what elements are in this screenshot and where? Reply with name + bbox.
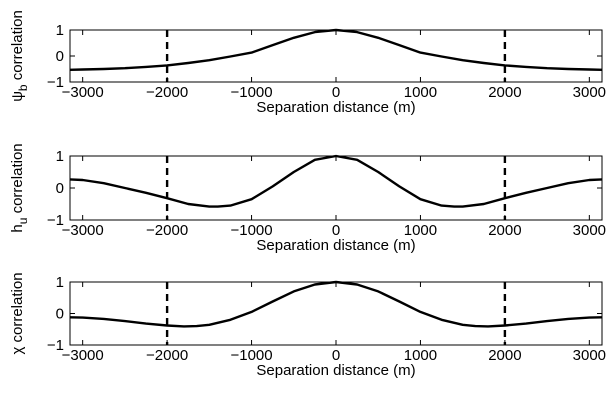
series-line-1 xyxy=(69,154,603,208)
x-tick-label: 3000 xyxy=(573,222,606,239)
panel-1: −3000 −2000 −1000 0 1000 2000 3000 −1 0 1 Separati… xyxy=(9,10,606,116)
y-tick-label: 0 xyxy=(56,306,64,323)
panel-2: −3000 −2000 −1000 0 1000 2000 3000 −1 0 1 Separati… xyxy=(9,143,606,254)
panel-3: −3000 −2000 −1000 0 1000 2000 3000 −1 0 1 Separati… xyxy=(9,272,606,379)
plot-frame xyxy=(69,29,603,83)
x-tick-label: 0 xyxy=(332,347,340,364)
x-tick-label: −3000 xyxy=(62,84,104,101)
x-axis-label: Separation distance (m) xyxy=(256,362,415,379)
x-tick-label: 1000 xyxy=(404,347,437,364)
x-tick-label: 2000 xyxy=(488,347,521,364)
plot-frame xyxy=(69,281,603,346)
x-tick-label: 1000 xyxy=(404,222,437,239)
y-tick-label: 0 xyxy=(56,48,64,65)
x-tick-label: −2000 xyxy=(146,222,188,239)
y-axis-label: hu correlation xyxy=(9,143,30,232)
x-tick-label: 2000 xyxy=(488,84,521,101)
series-line-1 xyxy=(69,280,603,328)
x-axis-label: Separation distance (m) xyxy=(256,237,415,254)
x-tick-label: 3000 xyxy=(573,84,606,101)
x-tick-label: 1000 xyxy=(404,84,437,101)
x-tick-label: 2000 xyxy=(488,222,521,239)
x-tick-label: −3000 xyxy=(62,347,104,364)
y-tick-label: 1 xyxy=(56,148,64,165)
y-tick-label: 1 xyxy=(56,274,64,291)
x-tick-label: −3000 xyxy=(62,222,104,239)
plot-frame xyxy=(69,155,603,221)
series-line-1 xyxy=(69,28,603,71)
y-axis-label: χ correlation xyxy=(9,272,26,354)
x-tick-label: −1000 xyxy=(230,222,272,239)
x-axis-label: Separation distance (m) xyxy=(256,99,415,116)
x-tick-label: 0 xyxy=(332,84,340,101)
x-tick-label: −1000 xyxy=(230,347,272,364)
x-tick-label: 3000 xyxy=(573,347,606,364)
y-tick-label: −1 xyxy=(47,74,64,91)
x-tick-label: −1000 xyxy=(230,84,272,101)
y-tick-label: −1 xyxy=(47,212,64,229)
y-tick-label: −1 xyxy=(47,337,64,354)
x-tick-label: −2000 xyxy=(146,347,188,364)
y-tick-label: 1 xyxy=(56,22,64,39)
x-tick-label: 0 xyxy=(332,222,340,239)
y-tick-label: 0 xyxy=(56,180,64,197)
y-axis-label: ψb correlation xyxy=(9,10,30,102)
x-tick-label: −2000 xyxy=(146,84,188,101)
